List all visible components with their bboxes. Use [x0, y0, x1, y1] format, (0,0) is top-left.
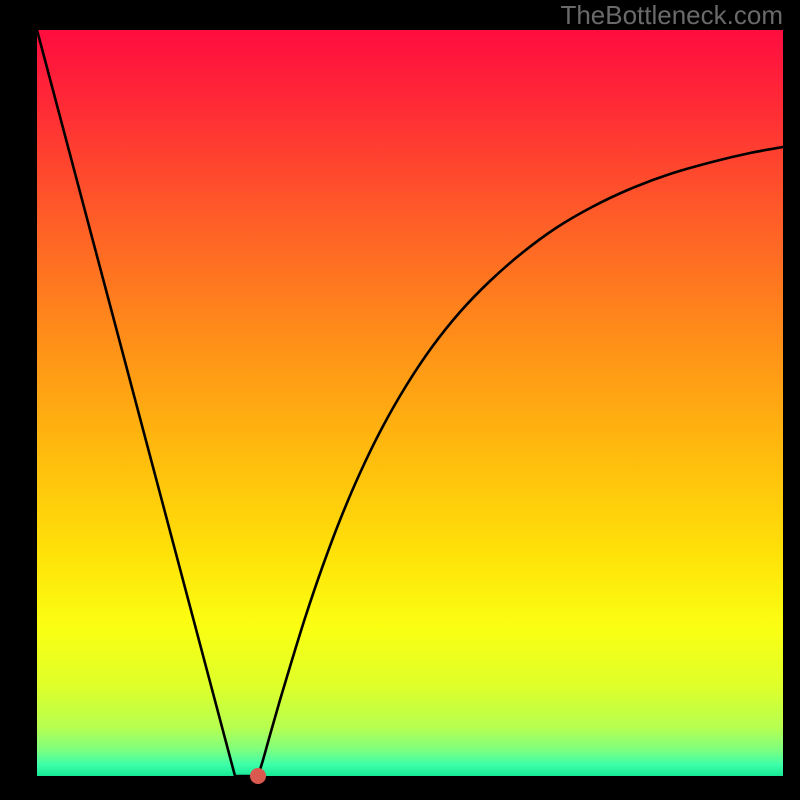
- plot-gradient-background: [37, 30, 783, 776]
- chart-container: TheBottleneck.com: [0, 0, 800, 800]
- watermark-text: TheBottleneck.com: [560, 0, 783, 31]
